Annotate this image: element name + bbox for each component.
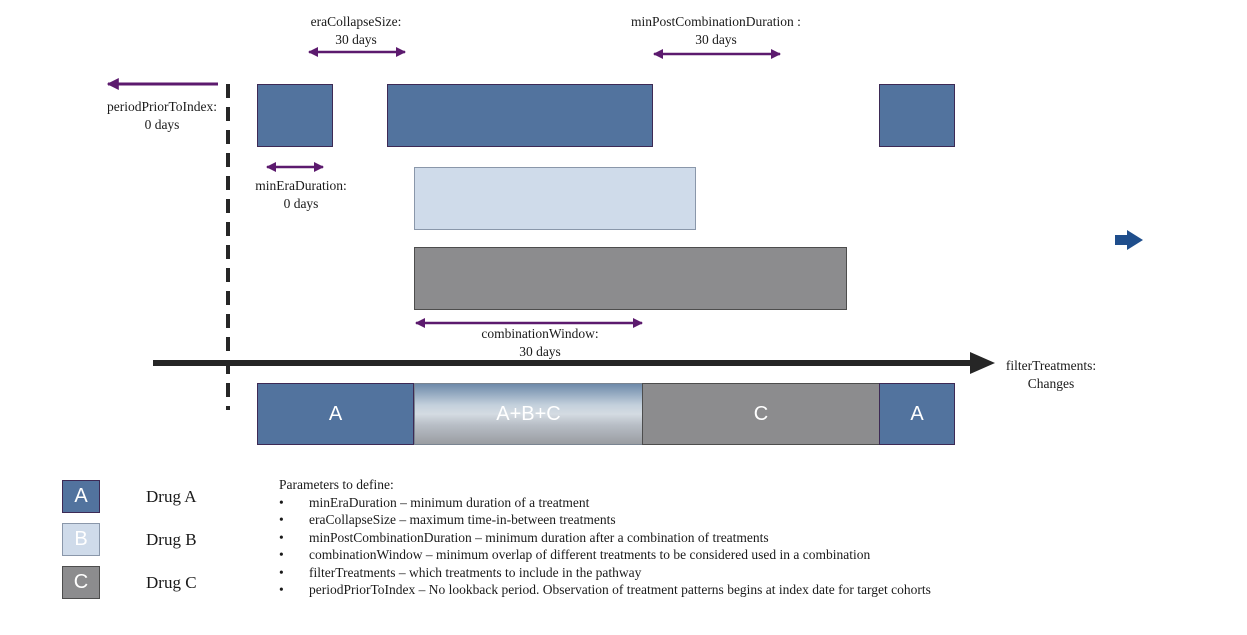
filter-treatments-value: Changes — [1027, 376, 1075, 391]
combination-window-label: combinationWindow: 30 days — [465, 325, 615, 361]
pathway-segment-c: C — [642, 383, 880, 445]
pathway-segment-a-1: A — [257, 383, 414, 445]
min-era-duration-value: 0 days — [283, 196, 319, 211]
parameters-heading: Parameters to define: — [279, 477, 394, 492]
combination-window-name: combinationWindow: — [481, 326, 599, 341]
min-post-combination-name: minPostCombinationDuration : — [631, 14, 801, 29]
drug-a-era-3 — [879, 84, 955, 147]
period-prior-label: periodPriorToIndex: 0 days — [92, 98, 232, 134]
parameter-item: periodPriorToIndex – No lookback period.… — [279, 581, 959, 599]
legend-label-b: Drug B — [146, 530, 197, 549]
drug-a-era-2 — [387, 84, 653, 147]
legend-label-a: Drug A — [146, 487, 197, 506]
drug-c-era — [414, 247, 847, 310]
parameter-item: eraCollapseSize – maximum time-in-betwee… — [279, 511, 959, 529]
era-collapse-size-value: 30 days — [335, 32, 377, 47]
filter-treatments-name: filterTreatments: — [1005, 358, 1097, 373]
parameters-list: Parameters to define: minEraDuration – m… — [279, 476, 959, 599]
drug-b-era — [414, 167, 696, 230]
legend-label-c: Drug C — [146, 573, 197, 592]
period-prior-value: 0 days — [144, 117, 180, 132]
drug-a-era-1 — [257, 84, 333, 147]
next-arrow-icon — [1115, 230, 1143, 250]
era-collapse-size-label: eraCollapseSize: 30 days — [296, 13, 416, 49]
pathway-segment-combination: A+B+C — [414, 383, 643, 445]
parameter-item: filterTreatments – which treatments to i… — [279, 564, 959, 582]
min-post-combination-label: minPostCombinationDuration : 30 days — [616, 13, 816, 49]
min-era-duration-name: minEraDuration: — [255, 178, 347, 193]
timeline-arrowhead — [970, 352, 995, 374]
combination-window-value: 30 days — [519, 344, 561, 359]
period-prior-name: periodPriorToIndex: — [106, 99, 218, 114]
era-collapse-size-name: eraCollapseSize: — [310, 14, 402, 29]
legend-swatch-c: C — [62, 566, 100, 599]
pathway-segment-a-2: A — [879, 383, 955, 445]
legend-swatch-b: B — [62, 523, 100, 556]
legend-swatch-a: A — [62, 480, 100, 513]
filter-treatments-label: filterTreatments: Changes — [996, 357, 1106, 393]
parameter-item: minEraDuration – minimum duration of a t… — [279, 494, 959, 512]
min-post-combination-value: 30 days — [695, 32, 737, 47]
parameter-item: minPostCombinationDuration – minimum dur… — [279, 529, 959, 547]
min-era-duration-label: minEraDuration: 0 days — [241, 177, 361, 213]
parameter-item: combinationWindow – minimum overlap of d… — [279, 546, 959, 564]
